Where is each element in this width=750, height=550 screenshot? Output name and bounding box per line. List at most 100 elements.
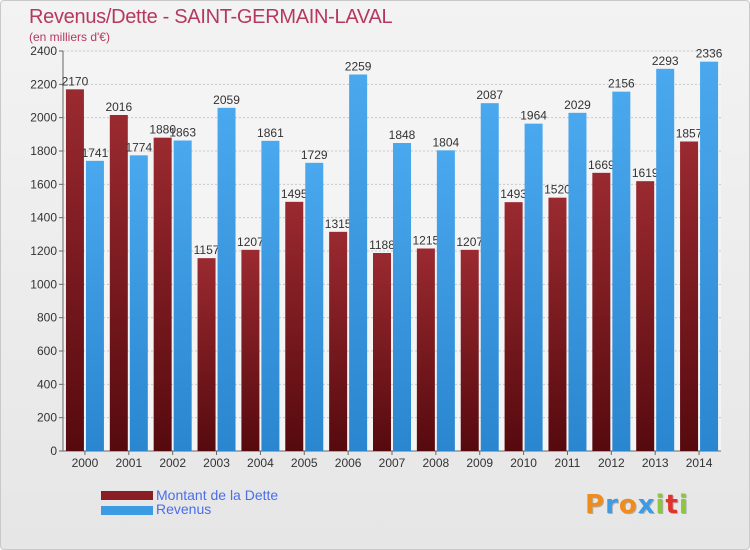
x-tick-label: 2003	[203, 456, 230, 470]
x-tick-label: 2014	[686, 456, 713, 470]
y-tick-label: 200	[37, 411, 57, 425]
bar-revenus	[261, 140, 280, 452]
data-label-dette: 1315	[325, 217, 352, 231]
y-tick-label: 0	[50, 444, 57, 458]
y-tick-label: 1600	[30, 177, 57, 191]
logo-letter: P	[585, 490, 606, 520]
data-label-revenus: 2029	[564, 98, 591, 112]
bar-dette	[329, 231, 348, 451]
x-tick-label: 2011	[555, 456, 581, 470]
bar-dette	[153, 137, 172, 451]
data-label-dette: 1493	[500, 187, 527, 201]
bar-revenus	[568, 112, 587, 451]
bar-dette	[285, 201, 304, 451]
logo-letter: t	[665, 490, 679, 520]
x-tick-label: 2002	[159, 456, 186, 470]
data-label-dette: 1188	[369, 238, 395, 252]
bar-dette	[241, 249, 260, 451]
data-label-dette: 1495	[281, 187, 308, 201]
data-label-revenus: 2259	[345, 60, 372, 74]
y-tick-label: 2000	[30, 111, 57, 125]
data-label-revenus: 2087	[476, 88, 503, 102]
y-tick-label: 1400	[30, 211, 57, 225]
x-tick-label: 2013	[642, 456, 669, 470]
chart-subtitle: (en milliers d'€)	[29, 30, 110, 44]
legend-label-dette: Montant de la Dette	[156, 487, 279, 503]
data-label-revenus: 2059	[213, 93, 240, 107]
x-tick-label: 2007	[379, 456, 406, 470]
legend-label-revenus: Revenus	[156, 501, 212, 517]
data-label-dette: 1669	[588, 158, 615, 172]
bar-dette	[504, 202, 523, 451]
bar-dette	[636, 181, 655, 451]
bar-revenus	[480, 103, 499, 452]
data-label-dette: 1215	[413, 234, 440, 248]
logo-letter: i	[678, 490, 689, 520]
y-tick-label: 600	[37, 344, 57, 358]
legend-swatch-revenus	[101, 506, 153, 515]
bar-dette	[109, 115, 128, 451]
bar-revenus	[393, 143, 411, 451]
data-label-dette: 2170	[62, 74, 89, 88]
y-tick-label: 1200	[30, 244, 57, 258]
data-label-dette: 1520	[544, 183, 571, 197]
bar-revenus	[85, 160, 104, 452]
y-tick-label: 2400	[30, 44, 57, 58]
legend-swatch-dette	[101, 491, 153, 500]
y-tick-label: 400	[37, 377, 57, 391]
bar-revenus	[129, 155, 148, 452]
chart-title: Revenus/Dette - SAINT-GERMAIN-LAVAL	[29, 6, 393, 28]
x-tick-label: 2004	[247, 456, 274, 470]
bar-revenus	[349, 74, 368, 451]
y-tick-label: 1800	[30, 144, 57, 158]
bar-dette	[416, 248, 435, 451]
data-label-revenus: 1774	[125, 140, 152, 154]
data-label-revenus: 1848	[389, 128, 416, 142]
proxiti-logo: Proxiti	[585, 490, 689, 520]
y-tick-label: 2200	[30, 77, 57, 91]
bar-revenus	[173, 140, 192, 451]
data-label-revenus: 2293	[652, 54, 679, 68]
data-label-dette: 2016	[105, 100, 132, 114]
x-tick-label: 2012	[598, 456, 625, 470]
bar-revenus	[612, 91, 631, 452]
x-tick-label: 2008	[423, 456, 450, 470]
data-label-revenus: 1964	[520, 109, 547, 123]
data-label-revenus: 1861	[257, 126, 284, 140]
data-label-dette: 1880	[149, 123, 176, 137]
x-tick-label: 2009	[466, 456, 493, 470]
y-tick-label: 800	[37, 311, 57, 325]
data-label-revenus: 1741	[82, 146, 109, 160]
bar-revenus	[305, 162, 324, 452]
x-tick-label: 2010	[510, 456, 537, 470]
data-label-revenus: 2156	[608, 77, 635, 91]
bar-revenus	[217, 107, 236, 451]
data-label-revenus: 1863	[169, 126, 196, 140]
logo-letter: x	[637, 490, 656, 520]
bar-revenus	[436, 150, 455, 452]
bar-dette	[65, 89, 84, 451]
data-label-dette: 1157	[194, 243, 220, 257]
data-label-dette: 1619	[632, 166, 659, 180]
bar-dette	[460, 249, 479, 451]
bar-dette	[373, 253, 391, 451]
logo-letter: r	[605, 490, 619, 520]
bar-dette	[680, 141, 699, 451]
bar-dette	[548, 197, 567, 451]
x-tick-label: 2006	[335, 456, 362, 470]
logo-letter: o	[618, 490, 638, 520]
bar-revenus	[524, 123, 543, 452]
data-label-revenus: 2336	[696, 47, 723, 61]
y-tick-label: 1000	[30, 277, 57, 291]
data-label-dette: 1207	[237, 235, 264, 249]
x-tick-label: 2001	[115, 456, 142, 470]
x-tick-label: 2000	[72, 456, 99, 470]
data-label-revenus: 1729	[301, 148, 328, 162]
x-tick-label: 2005	[291, 456, 318, 470]
bar-revenus	[656, 68, 675, 451]
bar-dette	[197, 258, 216, 451]
data-label-dette: 1857	[676, 127, 703, 141]
logo-letter: i	[655, 490, 666, 520]
